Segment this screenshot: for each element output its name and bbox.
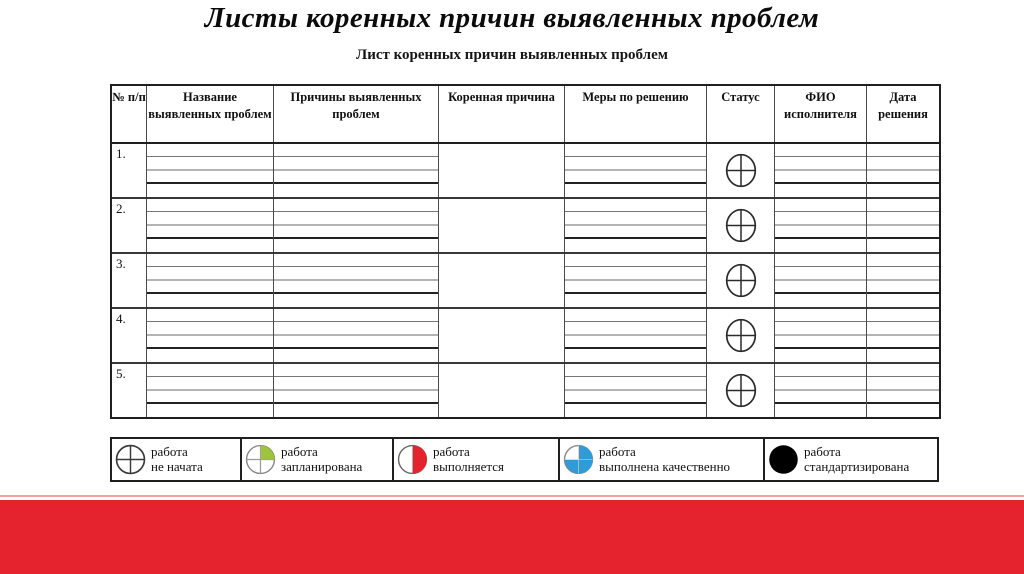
status-legend: работа не начата работа запланирована (110, 437, 939, 482)
page-title: Листы коренных причин выявленных проблем (204, 2, 820, 34)
row-number: 3. (112, 254, 147, 307)
legend-item-standardized: работа стандартизирована (765, 439, 937, 480)
status-cell (707, 364, 775, 417)
column-header-date: Дата решения (878, 90, 928, 121)
executor-cell (775, 309, 867, 362)
row-number: 4. (112, 309, 147, 362)
executor-cell (775, 144, 867, 197)
column-header-measures: Меры по решению (565, 86, 707, 142)
problem-causes-cell (274, 364, 439, 417)
work-not-started-icon (725, 263, 756, 298)
column-header-number: № п/п (112, 86, 147, 142)
date-cell (867, 199, 939, 252)
row-number: 2. (112, 199, 147, 252)
executor-cell (775, 254, 867, 307)
root-cause-cell (439, 364, 565, 417)
work-not-started-icon (725, 318, 756, 353)
problem-name-cell (147, 309, 274, 362)
column-header-executor: ФИО исполнителя (775, 86, 867, 142)
problem-causes-cell (274, 309, 439, 362)
problem-name-cell (147, 364, 274, 417)
status-cell (707, 199, 775, 252)
root-cause-cell (439, 254, 565, 307)
table-row: 4. (112, 309, 939, 364)
measures-cell (565, 254, 707, 307)
legend-item-done-quality: работа выполнена качественно (560, 439, 765, 480)
table-row: 2. (112, 199, 939, 254)
legend-item-in-progress: работа выполняется (394, 439, 560, 480)
measures-cell (565, 309, 707, 362)
legend-item-not-started: работа не начата (112, 439, 242, 480)
root-cause-cell (439, 309, 565, 362)
problem-name-cell (147, 199, 274, 252)
column-header-status: Статус (707, 86, 775, 142)
measures-cell (565, 199, 707, 252)
legend-label: работа выполнена качественно (599, 443, 731, 474)
problem-causes-cell (274, 144, 439, 197)
date-cell (867, 309, 939, 362)
planned-quarter-circle-icon (245, 444, 276, 475)
problem-causes-cell (274, 199, 439, 252)
status-cell (707, 144, 775, 197)
legend-label: работа стандартизирована (804, 443, 910, 474)
row-number: 1. (112, 144, 147, 197)
sheet-subtitle: Лист коренных причин выявленных проблем (356, 47, 668, 63)
work-not-started-icon (725, 208, 756, 243)
legend-item-planned: работа запланирована (242, 439, 394, 480)
date-cell (867, 254, 939, 307)
date-cell (867, 364, 939, 417)
measures-cell (565, 144, 707, 197)
column-header-problem-causes: Причины выявленных проблем (274, 86, 439, 142)
bottom-accent-bar (0, 500, 1024, 574)
problem-causes-cell (274, 254, 439, 307)
legend-label: работа не начата (151, 443, 203, 474)
work-not-started-icon (725, 373, 756, 408)
done-quality-three-quarter-circle-icon (563, 444, 594, 475)
legend-label: работа выполняется (433, 443, 504, 474)
in-progress-half-circle-icon (397, 444, 428, 475)
table-header-row: № п/п Название выявленных проблем Причин… (112, 86, 939, 144)
not-started-circle-icon (115, 444, 146, 475)
problem-name-cell (147, 254, 274, 307)
column-header-root-cause: Коренная причина (439, 86, 565, 142)
executor-cell (775, 199, 867, 252)
executor-cell (775, 364, 867, 417)
table-row: 3. (112, 254, 939, 309)
date-cell (867, 144, 939, 197)
status-cell (707, 309, 775, 362)
work-not-started-icon (725, 153, 756, 188)
table-row: 1. (112, 144, 939, 199)
table-row: 5. (112, 364, 939, 417)
legend-label: работа запланирована (281, 443, 363, 474)
row-number: 5. (112, 364, 147, 417)
root-cause-cell (439, 144, 565, 197)
status-cell (707, 254, 775, 307)
column-header-problem-name: Название выявленных проблем (147, 86, 274, 142)
measures-cell (565, 364, 707, 417)
root-cause-cell (439, 199, 565, 252)
problem-name-cell (147, 144, 274, 197)
accent-divider-line (0, 495, 1024, 497)
standardized-full-circle-icon (769, 445, 798, 474)
root-cause-table: № п/п Название выявленных проблем Причин… (110, 84, 941, 419)
